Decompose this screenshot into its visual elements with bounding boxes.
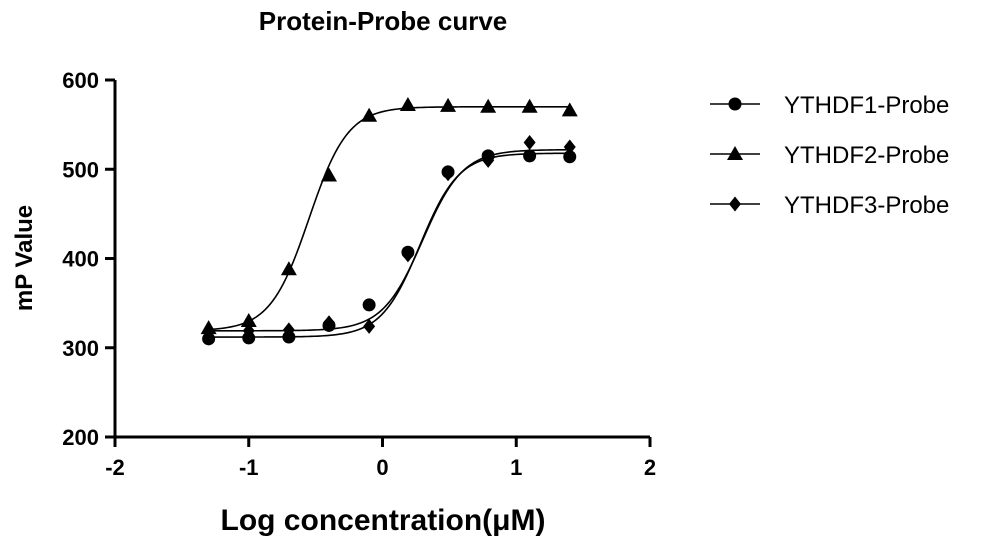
data-point-diamond bbox=[524, 135, 536, 150]
fit-curve-circle bbox=[209, 153, 570, 337]
data-point-circle bbox=[523, 149, 536, 162]
x-tick-label: -1 bbox=[239, 455, 259, 480]
y-axis-label: mP Value bbox=[11, 205, 38, 311]
y-tick-label: 400 bbox=[62, 247, 99, 272]
legend-label: YTHDF1-Probe bbox=[784, 92, 949, 119]
y-tick-label: 300 bbox=[62, 336, 99, 361]
x-tick-label: -2 bbox=[105, 455, 125, 480]
data-point-triangle bbox=[281, 261, 297, 275]
legend: YTHDF1-Probe YTHDF2-Probe YTHDF3-Probe bbox=[710, 92, 949, 219]
data-point-circle bbox=[363, 298, 376, 311]
y-tick-label: 600 bbox=[62, 68, 99, 93]
legend-marker-diamond bbox=[729, 197, 741, 212]
legend-label: YTHDF2-Probe bbox=[784, 142, 949, 169]
legend-marker-triangle bbox=[727, 146, 743, 160]
data-points bbox=[201, 97, 578, 345]
y-tick-label: 500 bbox=[62, 157, 99, 182]
x-tick-label: 2 bbox=[644, 455, 656, 480]
x-tick-label: 0 bbox=[376, 455, 388, 480]
fit-curves bbox=[209, 107, 570, 337]
fit-curve-triangle bbox=[209, 107, 570, 330]
legend-marker-circle bbox=[729, 98, 742, 111]
data-point-triangle bbox=[480, 99, 496, 113]
data-point-triangle bbox=[400, 97, 416, 111]
y-axis-label-text: mP Value bbox=[11, 205, 38, 311]
legend-label: YTHDF3-Probe bbox=[784, 192, 949, 219]
axes: -2 -1 0 1 2 200 300 400 500 600 bbox=[62, 68, 656, 480]
x-axis-label: Log concentration(μM) bbox=[221, 504, 546, 537]
data-point-triangle bbox=[321, 167, 337, 181]
data-point-triangle bbox=[562, 102, 578, 116]
chart-title: Protein-Probe curve bbox=[259, 6, 508, 36]
data-point-triangle bbox=[522, 99, 538, 113]
data-point-triangle bbox=[440, 98, 456, 112]
x-tick-label: 1 bbox=[510, 455, 522, 480]
fit-curve-diamond bbox=[209, 150, 570, 331]
y-tick-label: 200 bbox=[62, 425, 99, 450]
